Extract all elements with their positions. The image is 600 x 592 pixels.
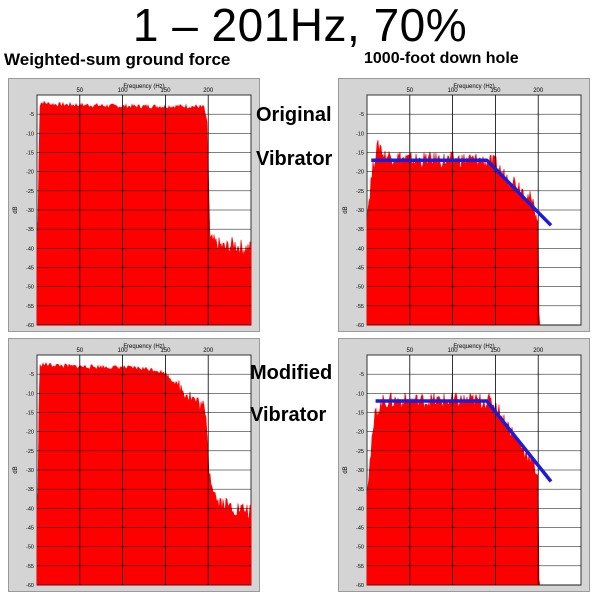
y-tick-label: -45 bbox=[26, 526, 34, 532]
x-axis-label: Frequency (Hz) bbox=[453, 84, 494, 90]
y-tick-label: -10 bbox=[26, 391, 34, 397]
original-label: Original bbox=[256, 104, 332, 126]
spectrum-area bbox=[36, 100, 252, 326]
x-tick-label: 200 bbox=[533, 348, 544, 354]
y-tick-label: -10 bbox=[356, 391, 364, 397]
y-tick-label: -5 bbox=[29, 112, 34, 118]
y-tick-label: -10 bbox=[26, 131, 34, 137]
y-tick-label: -15 bbox=[356, 411, 364, 417]
y-tick-label: -55 bbox=[356, 564, 364, 570]
y-axis-label: dB bbox=[343, 206, 349, 213]
spectrum-area bbox=[36, 362, 252, 586]
x-tick-label: 150 bbox=[160, 88, 171, 94]
y-tick-label: -25 bbox=[26, 449, 34, 455]
x-tick-label: 200 bbox=[203, 348, 214, 354]
x-tick-label: 100 bbox=[448, 88, 459, 94]
y-tick-label: -60 bbox=[26, 583, 34, 589]
y-tick-label: -50 bbox=[26, 545, 34, 551]
trend-line bbox=[371, 158, 553, 227]
x-axis-label: Frequency (Hz) bbox=[123, 344, 164, 350]
y-tick-label: -40 bbox=[356, 246, 364, 252]
y-tick-label: -50 bbox=[26, 285, 34, 291]
y-tick-label: -15 bbox=[26, 151, 34, 157]
y-tick-label: -25 bbox=[356, 449, 364, 455]
y-tick-label: -5 bbox=[359, 112, 364, 118]
x-tick-label: 100 bbox=[118, 348, 129, 354]
modified-label: Modified bbox=[250, 362, 333, 384]
y-tick-label: -20 bbox=[26, 170, 34, 176]
y-tick-label: -50 bbox=[356, 545, 364, 551]
chart-ground-force-modified: 50 100 150 200 -5 -10 -15 -20 -25 -30 -35 -40 -45 -50… bbox=[13, 344, 252, 589]
x-tick-label: 150 bbox=[160, 348, 171, 354]
y-tick-label: -30 bbox=[356, 208, 364, 214]
y-tick-label: -5 bbox=[29, 372, 34, 378]
y-tick-label: -15 bbox=[26, 411, 34, 417]
vibrator-label-original: Vibrator bbox=[256, 148, 333, 170]
chart-ground-force-original: 50 100 150 200 -5 -10 -15 -20 -25 -30 -35 -40 -45 -50… bbox=[13, 84, 252, 329]
y-tick-label: -30 bbox=[356, 468, 364, 474]
x-tick-label: 50 bbox=[76, 88, 83, 94]
y-tick-label: -35 bbox=[356, 487, 364, 493]
x-tick-label: 100 bbox=[448, 348, 459, 354]
y-tick-label: -30 bbox=[26, 468, 34, 474]
y-tick-label: -60 bbox=[356, 583, 364, 589]
y-tick-label: -40 bbox=[26, 246, 34, 252]
y-tick-label: -40 bbox=[26, 506, 34, 512]
y-tick-label: -20 bbox=[356, 430, 364, 436]
x-tick-label: 150 bbox=[490, 88, 501, 94]
y-tick-label: -45 bbox=[26, 266, 34, 272]
x-axis-label: Frequency (Hz) bbox=[123, 84, 164, 90]
x-tick-label: 50 bbox=[76, 348, 83, 354]
trend-line bbox=[375, 399, 553, 483]
chart-downhole-modified: 50 100 150 200 -5 -10 -15 -20 -25 -30 -35 -40 -45 -50… bbox=[343, 344, 582, 589]
chart-panel-downhole-modified: 50 100 150 200 -5 -10 -15 -20 -25 -30 -35 -40 -45 -50… bbox=[338, 338, 590, 592]
y-tick-label: -15 bbox=[356, 151, 364, 157]
x-tick-label: 100 bbox=[118, 88, 129, 94]
x-tick-label: 200 bbox=[203, 88, 214, 94]
left-column-heading: Weighted-sum ground force bbox=[4, 50, 231, 69]
y-tick-label: -50 bbox=[356, 285, 364, 291]
y-axis-label: dB bbox=[13, 466, 19, 473]
x-axis-label: Frequency (Hz) bbox=[453, 344, 494, 350]
y-axis-label: dB bbox=[13, 206, 19, 213]
x-tick-label: 50 bbox=[406, 348, 413, 354]
y-tick-label: -35 bbox=[356, 227, 364, 233]
y-tick-label: -35 bbox=[26, 227, 34, 233]
y-tick-label: -20 bbox=[26, 430, 34, 436]
vibrator-label-modified: Vibrator bbox=[250, 404, 327, 426]
y-tick-label: -35 bbox=[26, 487, 34, 493]
right-column-heading: 1000-foot down hole bbox=[364, 50, 519, 67]
y-tick-label: -10 bbox=[356, 131, 364, 137]
chart-downhole-original: 50 100 150 200 -5 -10 -15 -20 -25 -30 -35 -40 -45 -50… bbox=[343, 84, 582, 329]
x-tick-label: 150 bbox=[490, 348, 501, 354]
y-tick-label: -45 bbox=[356, 526, 364, 532]
y-tick-label: -30 bbox=[26, 208, 34, 214]
y-axis-label: dB bbox=[343, 466, 349, 473]
y-tick-label: -55 bbox=[26, 564, 34, 570]
y-tick-label: -55 bbox=[356, 304, 364, 310]
y-tick-label: -40 bbox=[356, 506, 364, 512]
chart-panel-downhole-original: 50 100 150 200 -5 -10 -15 -20 -25 -30 -35 -40 -45 -50… bbox=[338, 78, 590, 332]
y-tick-label: -20 bbox=[356, 170, 364, 176]
y-tick-label: -25 bbox=[356, 189, 364, 195]
chart-panel-ground-force-modified: 50 100 150 200 -5 -10 -15 -20 -25 -30 -35 -40 -45 -50… bbox=[8, 338, 260, 592]
y-tick-label: -60 bbox=[26, 323, 34, 329]
y-tick-label: -25 bbox=[26, 189, 34, 195]
x-tick-label: 200 bbox=[533, 88, 544, 94]
y-tick-label: -5 bbox=[359, 372, 364, 378]
y-tick-label: -45 bbox=[356, 266, 364, 272]
y-tick-label: -60 bbox=[356, 323, 364, 329]
y-tick-label: -55 bbox=[26, 304, 34, 310]
chart-panel-ground-force-original: 50 100 150 200 -5 -10 -15 -20 -25 -30 -35 -40 -45 -50… bbox=[8, 78, 260, 332]
x-tick-label: 50 bbox=[406, 88, 413, 94]
page-title: 1 – 201Hz, 70% bbox=[132, 0, 468, 51]
